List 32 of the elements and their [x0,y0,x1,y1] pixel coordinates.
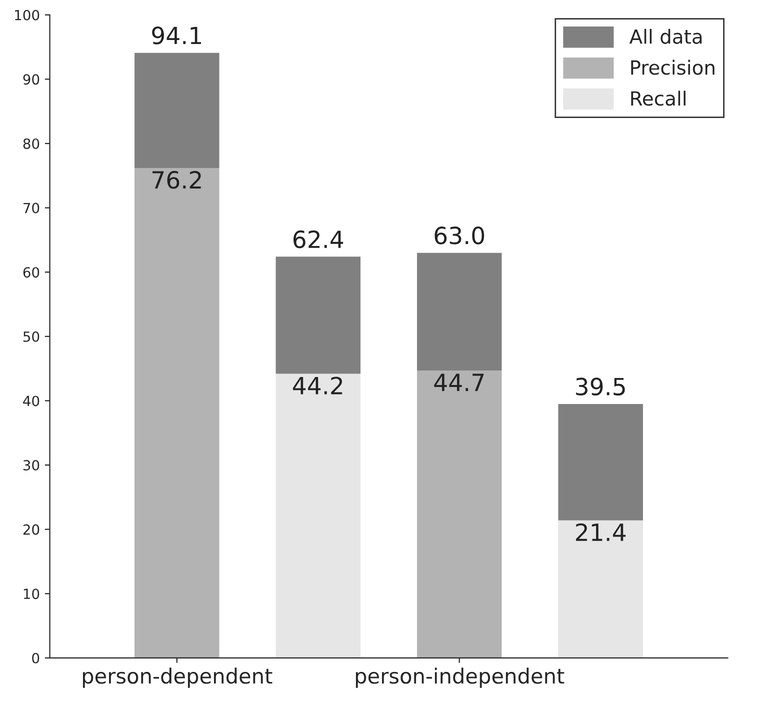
bar [134,168,220,658]
y-tick-label: 40 [23,396,40,406]
y-tick-label: 20 [23,524,40,535]
total-label: 63.0 [434,226,484,244]
y-tick-label: 30 [23,460,40,471]
y-tick-label: 90 [23,74,40,85]
bar [558,520,643,658]
total-label: 39.5 [576,378,625,396]
bar [416,252,502,371]
bar [276,374,360,658]
x-tick-label: person-dependent [82,668,272,688]
data-label: 44.2 [293,376,342,394]
data-label: 44.7 [434,374,484,392]
data-label: 76.2 [152,170,201,189]
y-tick-label: 0 [32,652,40,664]
bar [558,404,643,520]
bar [416,370,502,658]
y-tick-label: 70 [24,202,40,214]
legend-label: All data [629,28,702,44]
y-tick-label: 50 [23,331,40,342]
data-label: 21.4 [576,523,626,541]
bar [134,52,220,168]
y-tick-label: 100 [15,10,40,20]
x-tick-label: person-independent [356,668,564,688]
bar [276,256,360,374]
legend-label: Precision [631,60,714,75]
total-label: 62.4 [293,230,344,248]
y-tick-label: 60 [23,267,40,278]
total-label: 94.1 [152,26,202,44]
y-tick-label: 80 [23,138,40,149]
legend-label: Recall [631,90,686,106]
y-tick-label: 10 [24,588,40,600]
